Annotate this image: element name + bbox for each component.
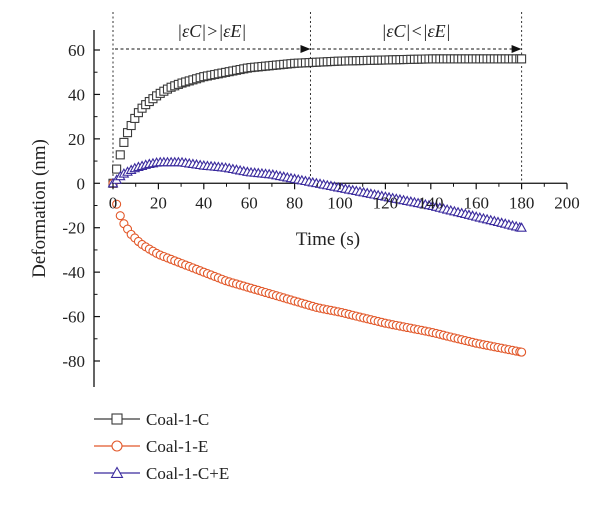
legend-marker [110, 466, 124, 478]
x-tick-label: 120 [373, 193, 399, 212]
x-tick-label: 160 [463, 193, 489, 212]
legend-entry: Coal-1-C+E [94, 464, 229, 483]
x-tick-label: 80 [286, 193, 303, 212]
legend-marker [111, 413, 123, 425]
x-tick-label: 200 [554, 193, 580, 212]
x-tick-label: 20 [150, 193, 167, 212]
y-tick-label: -40 [62, 263, 85, 282]
legend-label: Coal-1-C+E [146, 464, 229, 483]
region-label-right: |εC|<|εE| [381, 21, 450, 41]
y-axis-title: Deformation (nm) [29, 139, 50, 278]
x-axis-title: Time (s) [296, 229, 360, 250]
x-tick-label: 0 [109, 193, 118, 212]
y-tick-label: -20 [62, 219, 85, 238]
x-tick-label: 100 [327, 193, 353, 212]
y-tick-label: -80 [62, 352, 85, 371]
x-tick-label: 40 [195, 193, 212, 212]
y-tick-label: -60 [62, 308, 85, 327]
data-point [517, 54, 527, 64]
legend-marker [111, 440, 123, 452]
y-tick-label: 40 [68, 85, 85, 104]
y-tick-label: 20 [68, 130, 85, 149]
region-label-left: |εC|>|εE| [177, 21, 246, 41]
legend-label: Coal-1-E [146, 437, 208, 456]
legend-entry: Coal-1-C [94, 410, 209, 429]
y-tick-label: 0 [77, 174, 86, 193]
x-tick-label: 180 [509, 193, 535, 212]
legend-label: Coal-1-C [146, 410, 209, 429]
y-tick-label: 60 [68, 41, 85, 60]
data-point [119, 137, 129, 147]
series-triangle [107, 156, 527, 232]
data-point [112, 199, 122, 209]
series-circle [108, 178, 527, 357]
x-tick-label: 140 [418, 193, 444, 212]
legend-entry: Coal-1-E [94, 437, 208, 456]
data-point [115, 211, 125, 221]
series-square [108, 54, 527, 188]
data-point [115, 150, 125, 160]
data-point [516, 222, 527, 232]
x-tick-label: 60 [241, 193, 258, 212]
data-point [112, 164, 122, 174]
data-point [517, 347, 527, 357]
